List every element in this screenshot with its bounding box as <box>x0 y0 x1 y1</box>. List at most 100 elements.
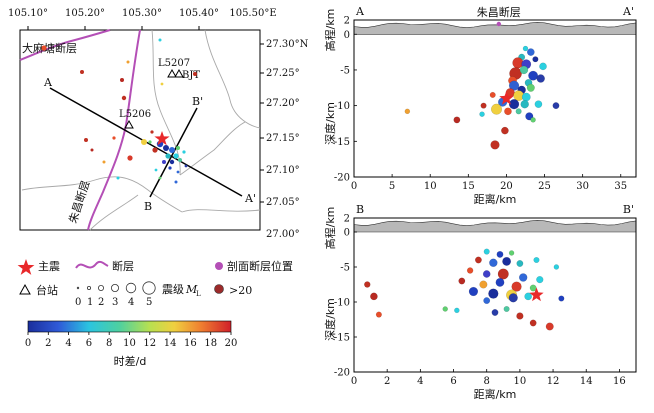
colorbar <box>27 320 232 333</box>
x-tick-label: 8 <box>484 376 490 387</box>
y-axis-label-top: 高程/km <box>323 207 337 250</box>
earthquake-point <box>526 83 535 92</box>
epicenter-dot <box>154 168 158 172</box>
legend-fault-icon <box>75 260 109 269</box>
earthquake-point <box>516 312 524 320</box>
y-tick-label: -15 <box>334 333 350 344</box>
earthquake-point <box>364 281 371 288</box>
colorbar-tick-label: 6 <box>86 338 92 349</box>
x-tick-label: 20 <box>500 181 513 192</box>
epicenter-dot <box>152 147 158 153</box>
earthquake-point <box>458 277 466 285</box>
epicenter-dot <box>162 160 166 164</box>
legend: 主震 断层 剖面断层位置 台站 0 1 2 3 4 5 震级 M L >20 <box>17 259 293 368</box>
map-faults <box>19 29 141 231</box>
earthquake-point <box>479 111 485 117</box>
legend-mainshock-icon <box>17 259 35 275</box>
earthquake-point <box>503 306 510 313</box>
colorbar-tick-label: 4 <box>65 338 71 349</box>
epicenter-dot <box>176 146 180 150</box>
mainshock-star-icon <box>529 287 544 302</box>
map-lon-tick-label: 105.50°E <box>229 8 276 19</box>
earthquake-point <box>524 292 532 301</box>
earthquake-point <box>520 100 529 109</box>
epicenter-dot <box>102 160 106 164</box>
profile-end-right-label: A' <box>622 5 634 18</box>
y-tick-label: -5 <box>340 65 350 76</box>
earthquake-point <box>515 108 522 115</box>
earthquake-point <box>516 260 524 267</box>
magnitude-value-label: 0 <box>75 297 81 308</box>
earthquake-point <box>442 306 448 312</box>
mainshock-star-icon <box>154 131 170 146</box>
earthquake-point <box>529 319 537 327</box>
map-lat-tick-label: 27.10° <box>266 165 300 176</box>
y-tick-label: -20 <box>334 368 350 379</box>
earthquake-point <box>489 91 496 98</box>
earthquake-point <box>536 74 545 83</box>
epicenter-dot <box>41 45 47 51</box>
legend-old-event-label: >20 <box>229 284 252 297</box>
y-tick-label: -15 <box>334 137 350 148</box>
legend-profile-fault-label: 剖面断层位置 <box>227 259 293 273</box>
profile-b-label: B <box>144 200 152 213</box>
y-tick-label: 2 <box>344 16 350 27</box>
epicenter-dot <box>165 153 171 159</box>
profile-b-prime-label: B' <box>192 95 203 108</box>
epicenter-dot <box>116 176 120 180</box>
x-tick-label: 5 <box>389 181 395 192</box>
magnitude-circle-icon <box>76 286 80 290</box>
magnitude-circle-icon <box>111 283 120 292</box>
magnitude-value-label: 3 <box>112 297 118 308</box>
earthquake-point <box>545 322 554 331</box>
earthquake-point <box>539 62 547 71</box>
map-lon-tick-label: 105.10° <box>8 8 48 19</box>
epicenter-dot <box>141 139 147 145</box>
epicenter-dot <box>176 170 180 174</box>
epicenter-dot <box>169 159 175 165</box>
map-lat-tick-label: 27.30°N <box>266 39 309 50</box>
profile-a-label: A <box>43 76 53 89</box>
x-tick-label: 30 <box>576 181 589 192</box>
earthquake-point <box>508 293 518 303</box>
station-l5206-icon <box>124 119 134 129</box>
legend-mainshock-label: 主震 <box>38 260 60 273</box>
x-tick-label: 10 <box>424 181 437 192</box>
earthquake-point <box>475 256 482 264</box>
station-l5207-icon <box>167 68 177 78</box>
y-tick-label: -5 <box>340 263 350 274</box>
earthquake-point <box>511 281 522 292</box>
epicenter-dot <box>121 95 127 101</box>
earthquake-point <box>529 284 537 292</box>
earthquake-point <box>480 102 487 109</box>
station-bjt-label: BJT <box>182 70 200 81</box>
epicenter-dot <box>84 138 88 142</box>
profile-end-left-label: B <box>356 203 364 216</box>
earthquake-point <box>522 45 529 52</box>
earthquake-point <box>489 258 498 267</box>
epicenter-dot <box>173 153 179 159</box>
earthquake-point <box>508 80 520 91</box>
legend-station-icon <box>19 283 31 295</box>
earthquake-point <box>558 295 565 302</box>
colorbar-tick-label: 14 <box>164 338 177 349</box>
epicenter-dot <box>169 147 175 153</box>
magnitude-value-label: 5 <box>146 297 152 308</box>
colorbar-tick-label: 0 <box>25 338 31 349</box>
earthquake-point <box>527 48 535 56</box>
epicenter-dot <box>168 166 172 170</box>
y-tick-label: 0 <box>344 228 350 239</box>
earthquake-point <box>479 280 488 289</box>
x-tick-label: 0 <box>351 376 357 387</box>
map-epicenters <box>41 38 197 184</box>
map-frame <box>19 29 261 231</box>
earthquake-point <box>519 65 529 75</box>
profile-a-prime-label: A' <box>244 192 256 205</box>
y-tick-label: -10 <box>334 101 350 112</box>
legend-magnitude-symbol: M <box>185 283 198 296</box>
epicenter-dot <box>126 60 130 64</box>
y-tick-label: 0 <box>344 30 350 41</box>
legend-old-event-icon <box>214 284 224 294</box>
earthquake-point <box>534 100 543 109</box>
y-tick-label: 2 <box>344 214 350 225</box>
